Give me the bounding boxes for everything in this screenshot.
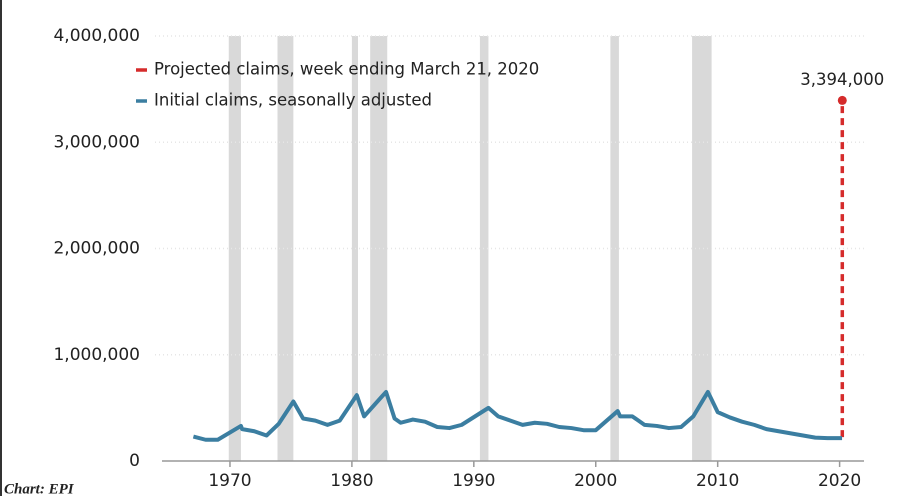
recession-band <box>610 36 619 461</box>
point <box>837 95 847 105</box>
legend-label: Initial claims, seasonally adjusted <box>154 91 432 110</box>
legend-label: Projected claims, week ending March 21, … <box>154 60 539 79</box>
y-tick-label: 0 <box>129 451 140 471</box>
y-tick-label: 3,000,000 <box>53 132 140 152</box>
recession-band <box>370 36 388 461</box>
recession-band <box>479 36 489 461</box>
y-tick-label: 4,000,000 <box>53 26 140 46</box>
source: Chart: EPI <box>4 481 75 496</box>
x-tick-label: 1980 <box>330 471 373 491</box>
recession-band <box>277 36 294 461</box>
data-label: 3,394,000 <box>800 70 884 89</box>
x-tick-label: 1990 <box>452 471 495 491</box>
y-tick-label: 2,000,000 <box>53 239 140 259</box>
y-tick-label: 1,000,000 <box>53 345 140 365</box>
x-tick-label: 2000 <box>574 471 617 491</box>
recession-band <box>692 36 712 461</box>
x-tick-label: 2020 <box>818 471 861 491</box>
x-tick-label: 1970 <box>208 471 251 491</box>
recession-band <box>351 36 358 461</box>
series-line <box>192 389 843 442</box>
x-tick-label: 2010 <box>696 471 739 491</box>
